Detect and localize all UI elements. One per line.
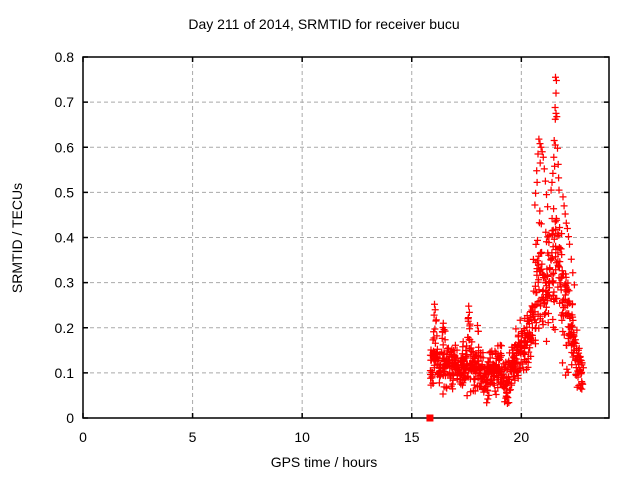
x-tick-label: 20 xyxy=(514,429,530,445)
x-axis-label: GPS time / hours xyxy=(271,454,378,470)
chart-title: Day 211 of 2014, SRMTID for receiver buc… xyxy=(188,16,459,32)
data-points xyxy=(426,73,587,422)
y-tick-label: 0.8 xyxy=(55,49,75,65)
data-points-path xyxy=(426,73,587,407)
plot-border-and-ticks xyxy=(82,56,610,419)
tick-labels: 0 5 10 15 20 0 0.1 0.2 0.3 0.4 0.5 0.6 0.7 0.8 xyxy=(55,49,530,445)
y-axis-label: SRMTID / TECUs xyxy=(9,183,25,293)
grid-lines xyxy=(83,57,609,418)
y-tick-label: 0.7 xyxy=(55,94,75,110)
x-tick-label: 5 xyxy=(189,429,197,445)
first-data-point-square xyxy=(426,414,434,422)
y-tick-label: 0.5 xyxy=(55,184,75,200)
x-tick-label: 15 xyxy=(404,429,420,445)
y-tick-label: 0 xyxy=(66,410,74,426)
y-tick-label: 0.2 xyxy=(55,320,75,336)
y-tick-label: 0.4 xyxy=(55,230,75,246)
y-tick-label: 0.6 xyxy=(55,139,75,155)
y-tick-label: 0.1 xyxy=(55,365,75,381)
x-tick-label: 0 xyxy=(79,429,87,445)
y-tick-label: 0.3 xyxy=(55,275,75,291)
x-tick-label: 10 xyxy=(294,429,310,445)
